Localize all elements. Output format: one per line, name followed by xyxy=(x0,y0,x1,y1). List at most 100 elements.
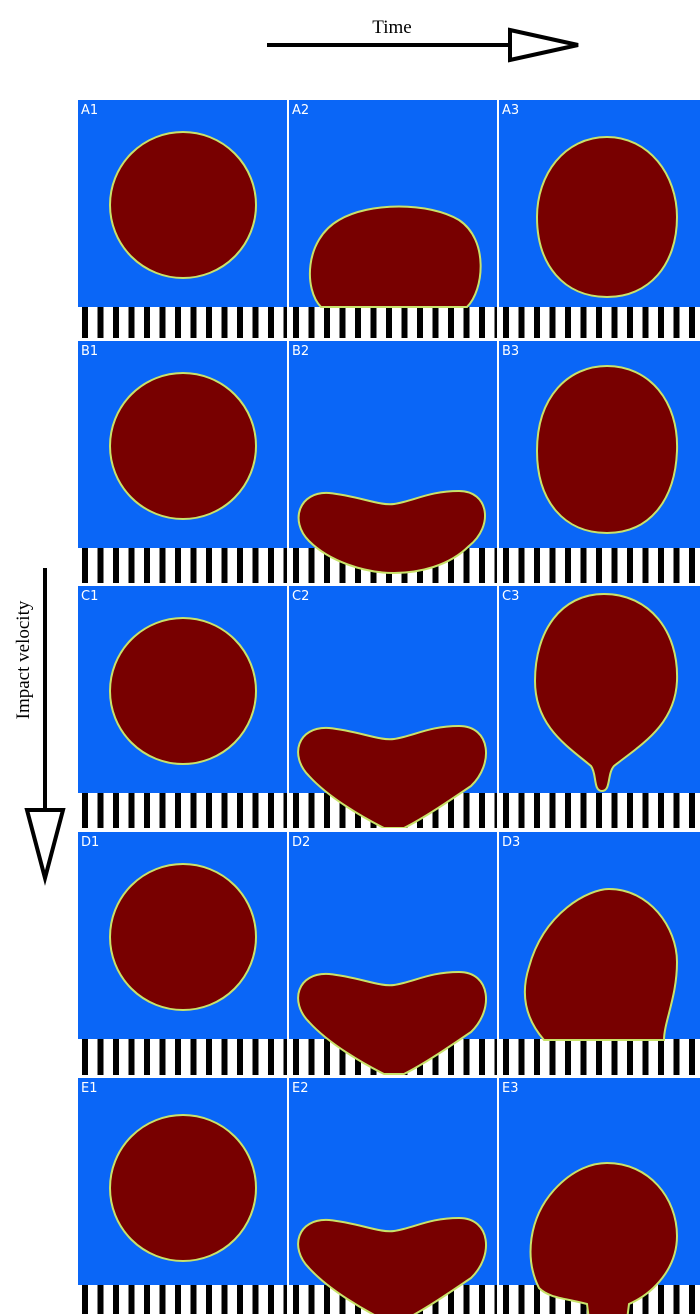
droplet xyxy=(310,207,481,308)
pillar xyxy=(268,793,274,828)
pillar xyxy=(293,793,299,828)
pillar xyxy=(565,307,571,338)
panel: E2 xyxy=(289,1078,501,1314)
pillar xyxy=(175,1285,181,1314)
pillar xyxy=(550,548,556,583)
pillar xyxy=(284,307,290,338)
pillar xyxy=(503,793,509,828)
pillar xyxy=(464,1285,470,1314)
panel-content xyxy=(289,586,501,828)
panel-label: B2 xyxy=(292,344,309,359)
pillar xyxy=(253,793,259,828)
pillar xyxy=(565,793,571,828)
pillar xyxy=(503,307,509,338)
panel-label: B1 xyxy=(81,344,98,359)
pillar xyxy=(674,548,680,583)
panel: E1 xyxy=(78,1078,290,1314)
panel-content xyxy=(289,341,501,583)
panel: B2 xyxy=(289,341,501,583)
panel-label: C3 xyxy=(502,589,519,604)
pillar xyxy=(98,1039,104,1075)
pillar xyxy=(253,548,259,583)
pillar xyxy=(324,1039,330,1075)
pillar xyxy=(293,307,299,338)
pillar xyxy=(309,793,315,828)
pillar xyxy=(160,1039,166,1075)
pillar xyxy=(479,1285,485,1314)
pillar xyxy=(268,1039,274,1075)
pillar xyxy=(612,793,618,828)
panel-label: D2 xyxy=(292,835,310,850)
pillar xyxy=(129,548,135,583)
pillar xyxy=(175,307,181,338)
pillar xyxy=(237,793,243,828)
panel: C3 xyxy=(499,586,700,828)
pillar xyxy=(206,793,212,828)
pillar xyxy=(479,548,485,583)
pillar xyxy=(309,307,315,338)
pillar xyxy=(268,1285,274,1314)
pillar xyxy=(689,1285,695,1314)
pillar xyxy=(503,1039,509,1075)
panel: B3 xyxy=(499,341,700,583)
panel-content xyxy=(289,100,501,338)
pillar xyxy=(596,793,602,828)
pillar xyxy=(129,1039,135,1075)
pillar xyxy=(581,548,587,583)
droplet xyxy=(110,132,256,278)
pillar xyxy=(144,548,150,583)
pillar xyxy=(98,793,104,828)
pillar xyxy=(284,793,290,828)
pillar xyxy=(612,548,618,583)
pillar xyxy=(222,1285,228,1314)
pillar xyxy=(206,307,212,338)
pillar xyxy=(612,1039,618,1075)
pillar xyxy=(144,1285,150,1314)
pillar xyxy=(689,1039,695,1075)
pillar xyxy=(643,307,649,338)
panel-content xyxy=(499,586,700,828)
panel-label: C2 xyxy=(292,589,309,604)
pillar xyxy=(284,548,290,583)
droplet xyxy=(110,1115,256,1261)
panel-content xyxy=(499,341,700,583)
pillar xyxy=(175,793,181,828)
pillar xyxy=(293,548,299,583)
panel-content xyxy=(78,1078,290,1314)
panel: D1 xyxy=(78,832,290,1075)
pillar xyxy=(268,307,274,338)
pillar xyxy=(284,1039,290,1075)
pillar xyxy=(113,1039,119,1075)
panel: A3 xyxy=(499,100,700,338)
pillar xyxy=(534,307,540,338)
pillar xyxy=(191,548,197,583)
pillar xyxy=(113,548,119,583)
panel-label: D3 xyxy=(502,835,520,850)
pillar xyxy=(658,1285,664,1314)
velocity-label: Impact velocity xyxy=(13,600,34,719)
pillar xyxy=(417,307,423,338)
pillar xyxy=(371,307,377,338)
pillar xyxy=(206,548,212,583)
panel-label: B3 xyxy=(502,344,519,359)
pillar xyxy=(175,548,181,583)
pillar xyxy=(550,1039,556,1075)
pillar xyxy=(237,1285,243,1314)
pillar xyxy=(144,1039,150,1075)
pillar xyxy=(550,307,556,338)
pillar xyxy=(581,1039,587,1075)
pillar xyxy=(534,1039,540,1075)
panel-content xyxy=(289,832,501,1075)
pillar xyxy=(386,307,392,338)
panel-label: E2 xyxy=(292,1081,309,1096)
pillar xyxy=(519,307,525,338)
time-label: Time xyxy=(372,17,411,38)
pillar xyxy=(464,793,470,828)
pillar xyxy=(324,1285,330,1314)
pillar xyxy=(82,307,88,338)
pillar xyxy=(191,1039,197,1075)
pillar xyxy=(129,793,135,828)
pillar xyxy=(674,307,680,338)
pillar xyxy=(658,307,664,338)
panel: A2 xyxy=(289,100,501,338)
